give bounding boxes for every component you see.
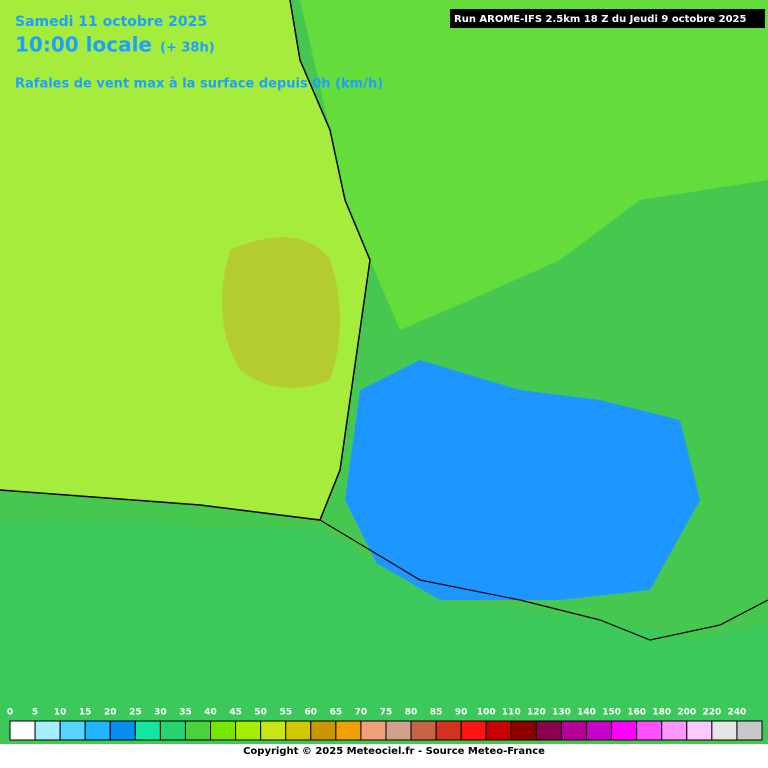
legend-swatch xyxy=(485,720,512,741)
legend-label: 60 xyxy=(305,708,318,718)
legend-label: 45 xyxy=(229,708,242,718)
legend-swatch xyxy=(661,720,688,741)
legend-swatch xyxy=(184,720,212,741)
legend-swatch xyxy=(560,720,588,741)
legend-swatch xyxy=(109,720,136,741)
legend-label: 80 xyxy=(405,708,418,718)
legend-swatch xyxy=(611,720,638,741)
time-line: 10:00 locale xyxy=(15,33,152,57)
legend-swatch xyxy=(535,720,562,741)
legend-label: 25 xyxy=(129,708,142,718)
sea xyxy=(0,0,370,520)
legend-label: 130 xyxy=(552,708,571,718)
legend-label: 30 xyxy=(154,708,167,718)
legend-label: 75 xyxy=(380,708,393,718)
legend-label: 70 xyxy=(355,708,368,718)
legend-swatch xyxy=(636,720,663,741)
legend-label: 110 xyxy=(502,708,521,718)
run-info: Run AROME-IFS 2.5km 18 Z du Jeudi 9 octo… xyxy=(454,14,746,25)
legend-swatch xyxy=(385,720,412,741)
legend-label: 240 xyxy=(728,708,747,718)
coastline xyxy=(0,0,371,521)
legend-swatch xyxy=(235,720,262,741)
legend-swatch xyxy=(435,720,462,741)
legend-label: 20 xyxy=(104,708,117,718)
legend-swatch xyxy=(84,720,111,741)
legend-label: 85 xyxy=(430,708,443,718)
legend-label: 120 xyxy=(527,708,546,718)
subtitle: Rafales de vent max à la surface depuis … xyxy=(15,77,383,92)
legend-swatch xyxy=(34,720,61,741)
legend-label: 65 xyxy=(330,708,343,718)
copyright: Copyright © 2025 Meteociel.fr - Source M… xyxy=(243,746,545,757)
legend-swatch xyxy=(285,720,312,741)
legend-swatch xyxy=(59,720,86,741)
legend-swatch xyxy=(260,720,287,741)
legend: 0 5 10 15 20 25 30 35 40 45 50 55 60 65 70 75 80 85 90 100 1… xyxy=(7,708,763,741)
legend-label: 55 xyxy=(279,708,292,718)
legend-swatch xyxy=(9,720,36,741)
legend-swatch xyxy=(134,720,161,741)
legend-label: 10 xyxy=(54,708,67,718)
legend-label: 35 xyxy=(179,708,192,718)
legend-swatch xyxy=(686,720,713,741)
legend-label: 140 xyxy=(577,708,596,718)
border xyxy=(319,519,768,641)
legend-swatch xyxy=(159,720,186,741)
land-south xyxy=(0,520,768,740)
legend-label: 180 xyxy=(652,708,671,718)
run-box xyxy=(450,9,765,28)
legend-swatch xyxy=(410,720,437,741)
legend-label: 5 xyxy=(32,708,38,718)
legend-label: 200 xyxy=(677,708,696,718)
legend-label: 100 xyxy=(477,708,496,718)
legend-label: 15 xyxy=(79,708,92,718)
legend-label: 0 xyxy=(7,708,13,718)
sea-calm-zone xyxy=(222,237,340,388)
legend-swatch xyxy=(736,720,763,741)
legend-label: 150 xyxy=(602,708,621,718)
lead-time: (+ 38h) xyxy=(160,41,215,56)
legend-swatch xyxy=(360,720,387,741)
legend-swatch xyxy=(586,720,613,741)
footer-band xyxy=(0,744,768,768)
legend-label: 90 xyxy=(455,708,468,718)
legend-swatch xyxy=(210,720,237,741)
legend-label: 160 xyxy=(627,708,646,718)
legend-swatch xyxy=(310,720,337,741)
legend-label: 50 xyxy=(254,708,267,718)
legend-label: 220 xyxy=(702,708,721,718)
date-line: Samedi 11 octobre 2025 xyxy=(15,14,207,30)
legend-swatch xyxy=(335,720,362,741)
legend-swatch xyxy=(711,720,738,741)
low-wind-zone xyxy=(345,360,700,600)
legend-label: 40 xyxy=(204,708,217,718)
land-north xyxy=(300,0,768,330)
legend-swatch xyxy=(460,720,487,741)
legend-swatch xyxy=(510,720,537,741)
